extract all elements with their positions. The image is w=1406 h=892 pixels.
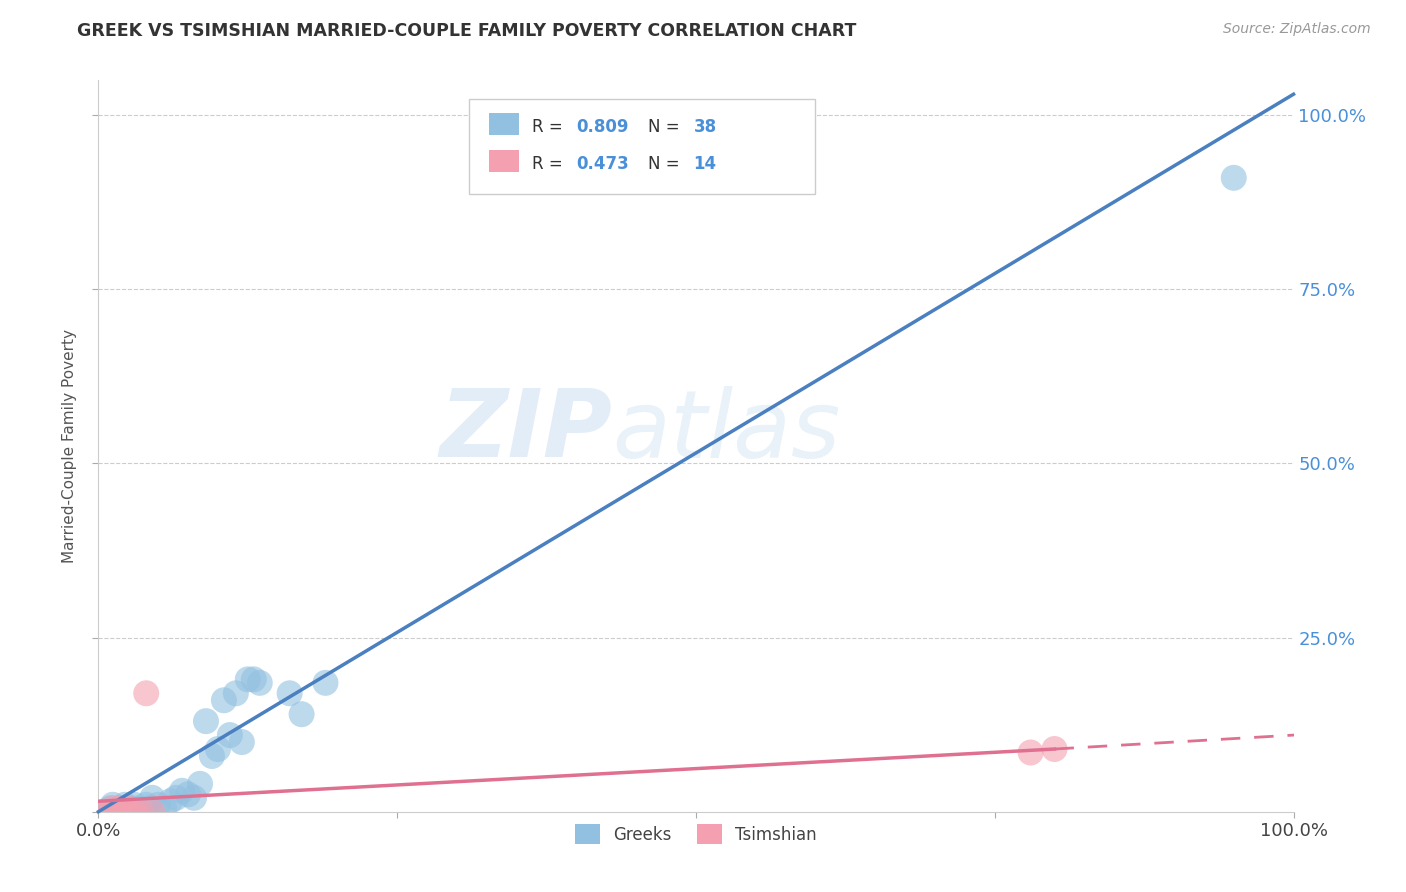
Point: [117, 801, 139, 815]
Point: [124, 797, 146, 812]
Point: [129, 805, 152, 819]
Point: [114, 805, 136, 819]
Point: [135, 686, 157, 700]
Point: [101, 801, 124, 815]
Point: [93, 805, 115, 819]
Point: [111, 805, 134, 819]
Text: 14: 14: [693, 155, 717, 173]
Point: [236, 673, 259, 687]
Point: [125, 801, 148, 815]
Point: [114, 797, 136, 812]
Legend: Greeks, Tsimshian: Greeks, Tsimshian: [568, 817, 824, 851]
Point: [1223, 170, 1246, 185]
Point: [207, 742, 229, 756]
Point: [138, 801, 160, 815]
Point: [153, 801, 176, 815]
Point: [188, 777, 211, 791]
Point: [1019, 746, 1042, 760]
Point: [105, 805, 128, 819]
Text: N =: N =: [648, 155, 685, 173]
Point: [141, 805, 163, 819]
Point: [1043, 742, 1066, 756]
Point: [93, 805, 115, 819]
Text: R =: R =: [533, 155, 568, 173]
FancyBboxPatch shape: [470, 99, 815, 194]
Text: GREEK VS TSIMSHIAN MARRIED-COUPLE FAMILY POVERTY CORRELATION CHART: GREEK VS TSIMSHIAN MARRIED-COUPLE FAMILY…: [77, 22, 856, 40]
Text: Source: ZipAtlas.com: Source: ZipAtlas.com: [1223, 22, 1371, 37]
Text: 0.809: 0.809: [576, 119, 628, 136]
Point: [117, 801, 139, 815]
Point: [111, 805, 134, 819]
Point: [201, 749, 224, 764]
FancyBboxPatch shape: [489, 150, 519, 171]
Point: [183, 790, 205, 805]
Text: atlas: atlas: [613, 386, 841, 477]
Text: N =: N =: [648, 119, 685, 136]
Y-axis label: Married-Couple Family Poverty: Married-Couple Family Poverty: [62, 329, 77, 563]
Point: [98, 805, 122, 819]
Point: [219, 728, 242, 742]
Point: [105, 805, 128, 819]
Point: [315, 676, 337, 690]
Text: 0.473: 0.473: [576, 155, 630, 173]
Point: [98, 801, 122, 815]
Point: [243, 673, 266, 687]
Point: [108, 801, 131, 815]
Point: [195, 714, 218, 728]
Point: [212, 693, 235, 707]
Point: [177, 787, 200, 801]
Text: 38: 38: [693, 119, 717, 136]
Point: [108, 801, 131, 815]
Point: [124, 805, 146, 819]
Point: [291, 707, 314, 722]
Point: [135, 797, 157, 812]
FancyBboxPatch shape: [489, 113, 519, 136]
Point: [165, 790, 187, 805]
Text: ZIP: ZIP: [440, 385, 613, 477]
Point: [249, 676, 271, 690]
Point: [225, 686, 247, 700]
Point: [129, 805, 152, 819]
Point: [172, 784, 194, 798]
Point: [148, 797, 170, 812]
Point: [231, 735, 253, 749]
Point: [98, 805, 122, 819]
Point: [159, 794, 181, 808]
Point: [101, 797, 124, 812]
Point: [141, 790, 163, 805]
Text: R =: R =: [533, 119, 568, 136]
Point: [121, 805, 143, 819]
Point: [278, 686, 301, 700]
